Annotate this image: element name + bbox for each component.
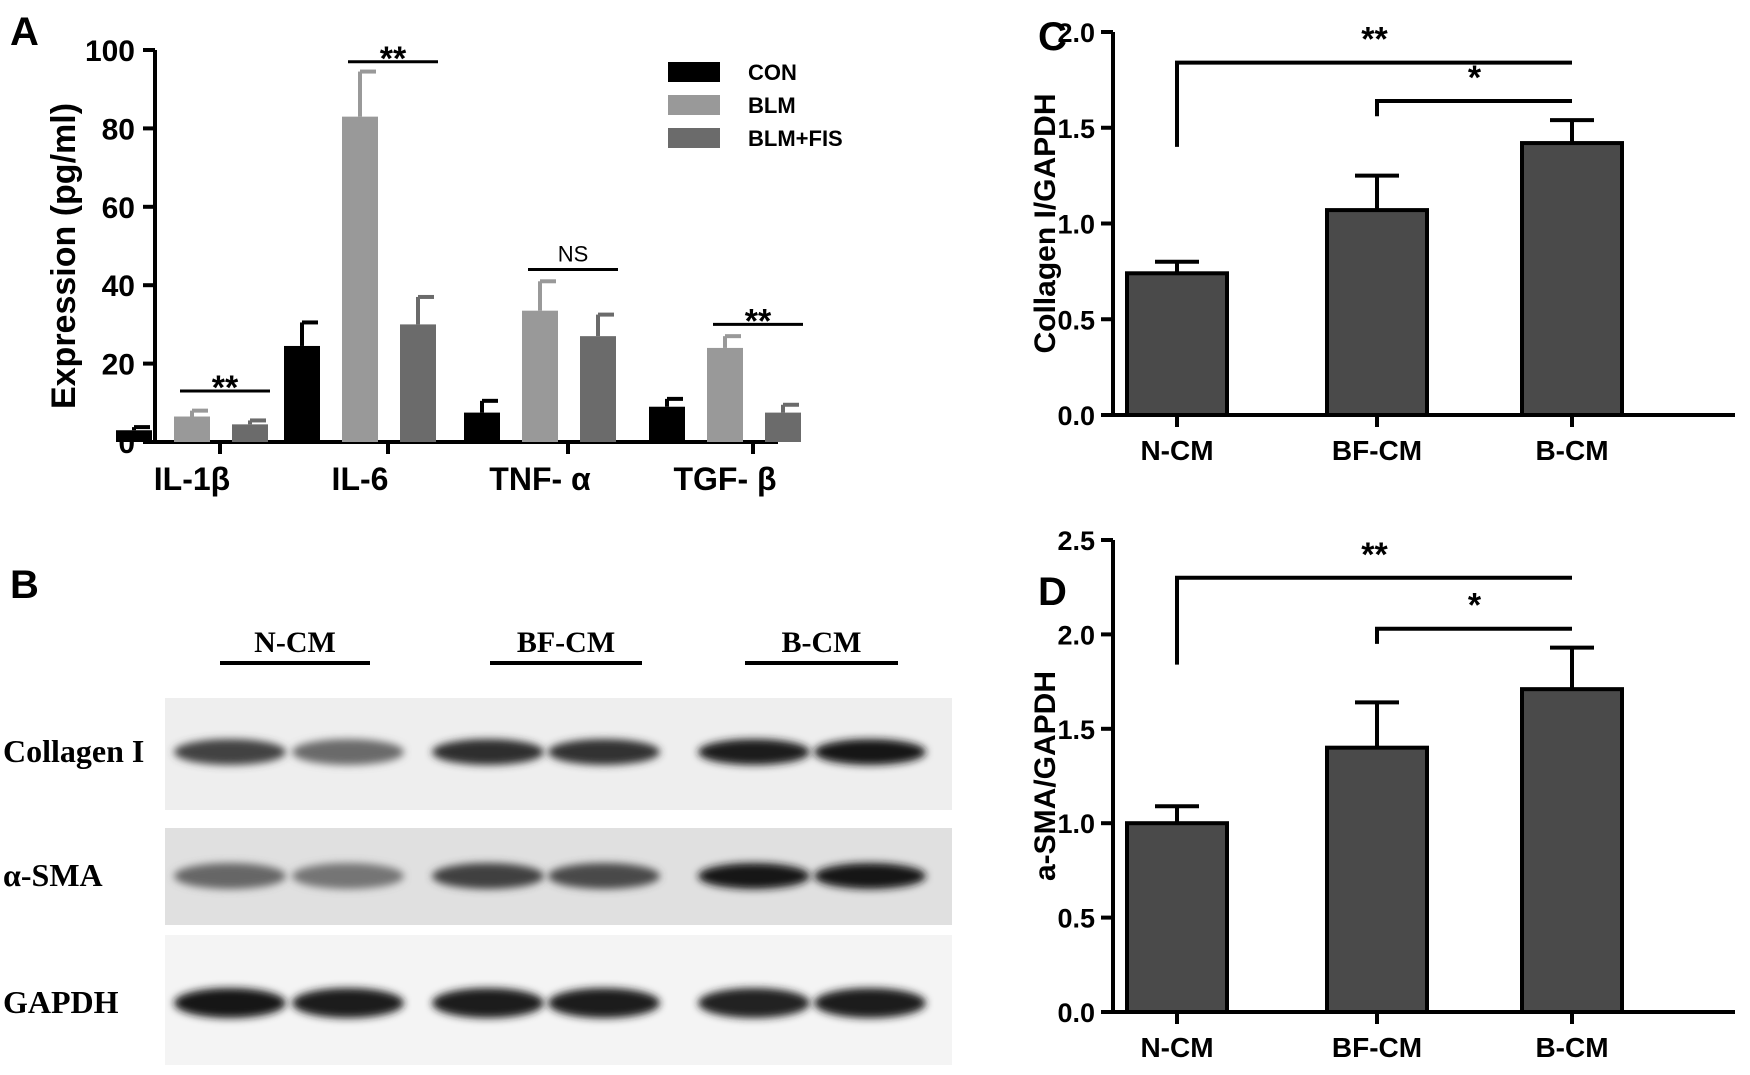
y-tick-label: 1.5 xyxy=(1057,715,1095,745)
bar xyxy=(464,412,500,442)
legend-label: BLM+FIS xyxy=(748,126,843,151)
panel-label-d: D xyxy=(1038,570,1067,614)
significance-bracket xyxy=(1175,60,1572,147)
y-axis-label: Expression (pg/ml) xyxy=(45,103,83,409)
bar xyxy=(1125,821,1229,1015)
y-tick-label: 2.5 xyxy=(1057,526,1095,556)
significance-marker: * xyxy=(1468,587,1482,625)
bar xyxy=(284,345,320,442)
x-tick-label: BF-CM xyxy=(1332,1032,1422,1063)
significance-bracket xyxy=(1375,98,1572,117)
chart-c: 0.0 0.5 1.0 1.5 2.0 Collagen I/GAPDH N-CM BF-CM… xyxy=(1029,18,1735,466)
blot-group-label: N-CM xyxy=(254,626,336,659)
bar xyxy=(174,416,210,442)
significance-marker: ** xyxy=(212,369,239,407)
y-tick-label: 0.0 xyxy=(1057,401,1095,431)
bar xyxy=(580,336,616,442)
blot-band xyxy=(698,863,810,889)
blot-band xyxy=(548,863,660,889)
blot-band xyxy=(814,988,926,1018)
chart-d: 0.0 0.5 1.0 1.5 2.0 2.5 a-SMA/GAPDH N-CM BF-CM B-… xyxy=(1029,526,1735,1063)
y-tick-label: 60 xyxy=(102,192,135,225)
x-tick-label: N-CM xyxy=(1140,1032,1213,1063)
significance-bracket xyxy=(1375,626,1572,644)
x-tick-label: BF-CM xyxy=(1332,435,1422,466)
blot-band xyxy=(698,988,810,1018)
legend-swatch xyxy=(668,128,720,148)
bar xyxy=(232,424,268,442)
blot-row-label: α-SMA xyxy=(3,857,103,893)
blot-row-label: GAPDH xyxy=(3,984,119,1020)
western-blot: N-CM BF-CM B-CM Collagen I α-SMA GAPDH xyxy=(3,626,952,1065)
bar xyxy=(522,310,558,442)
y-tick-label: 0.5 xyxy=(1057,305,1095,335)
bar xyxy=(1325,208,1429,417)
blot-band xyxy=(814,863,926,889)
panel-label-b: B xyxy=(10,563,39,607)
blot-band xyxy=(432,739,544,765)
y-axis-label: Collagen I/GAPDH xyxy=(1029,93,1062,353)
bar xyxy=(342,116,378,442)
x-tick-label: B-CM xyxy=(1535,1032,1608,1063)
x-tick-label: IL-6 xyxy=(332,461,389,497)
y-tick-label: 100 xyxy=(85,35,135,68)
x-tick-label: B-CM xyxy=(1535,435,1608,466)
bar xyxy=(765,412,801,442)
blot-band xyxy=(292,863,404,889)
y-tick-label: 80 xyxy=(102,113,135,146)
bar xyxy=(400,324,436,442)
x-tick-label: TNF- α xyxy=(489,461,591,497)
blot-band xyxy=(174,988,286,1018)
blot-band xyxy=(432,988,544,1018)
y-tick-label: 20 xyxy=(102,349,135,382)
y-tick-label: 2.0 xyxy=(1057,18,1095,48)
blot-band xyxy=(548,988,660,1018)
significance-bracket xyxy=(1175,575,1572,665)
bar xyxy=(1520,141,1624,417)
blot-group-label: B-CM xyxy=(782,626,862,659)
significance-marker: ** xyxy=(745,302,772,340)
y-tick-label: 1.5 xyxy=(1057,114,1095,144)
blot-band xyxy=(548,739,660,765)
blot-band xyxy=(814,739,926,765)
bar xyxy=(707,347,743,442)
blot-row-label: Collagen I xyxy=(3,733,144,769)
legend-label: BLM xyxy=(748,93,796,118)
y-tick-label: 1.0 xyxy=(1057,809,1095,839)
y-axis-label: a-SMA/GAPDH xyxy=(1029,671,1062,881)
y-tick-label: 0.5 xyxy=(1057,904,1095,934)
blot-group-label: BF-CM xyxy=(517,626,615,659)
bar xyxy=(1520,687,1624,1014)
x-tick-label: IL-1β xyxy=(154,461,230,497)
panel-label-a: A xyxy=(10,10,39,54)
y-tick-label: 40 xyxy=(102,270,135,303)
significance-marker: NS xyxy=(558,242,589,267)
y-tick-label: 1.0 xyxy=(1057,210,1095,240)
y-tick-label: 2.0 xyxy=(1057,620,1095,650)
significance-marker: ** xyxy=(380,40,407,78)
panel-label-c: C xyxy=(1038,15,1067,59)
significance-marker: * xyxy=(1468,59,1482,97)
legend-label: CON xyxy=(748,60,797,85)
blot-band xyxy=(292,988,404,1018)
y-tick-label: 0.0 xyxy=(1057,998,1095,1028)
significance-marker: ** xyxy=(1361,21,1388,59)
bar xyxy=(649,406,685,442)
legend-swatch xyxy=(668,62,720,82)
significance-marker: ** xyxy=(1361,536,1388,574)
x-tick-label: TGF- β xyxy=(673,461,776,497)
bar xyxy=(1125,271,1229,418)
legend-swatch xyxy=(668,95,720,115)
bar xyxy=(116,430,152,442)
blot-band xyxy=(174,863,286,889)
blot-band xyxy=(432,863,544,889)
x-tick-label: N-CM xyxy=(1140,435,1213,466)
blot-band xyxy=(698,739,810,765)
blot-band xyxy=(174,739,286,765)
bar xyxy=(1325,745,1429,1014)
blot-band xyxy=(292,739,404,765)
